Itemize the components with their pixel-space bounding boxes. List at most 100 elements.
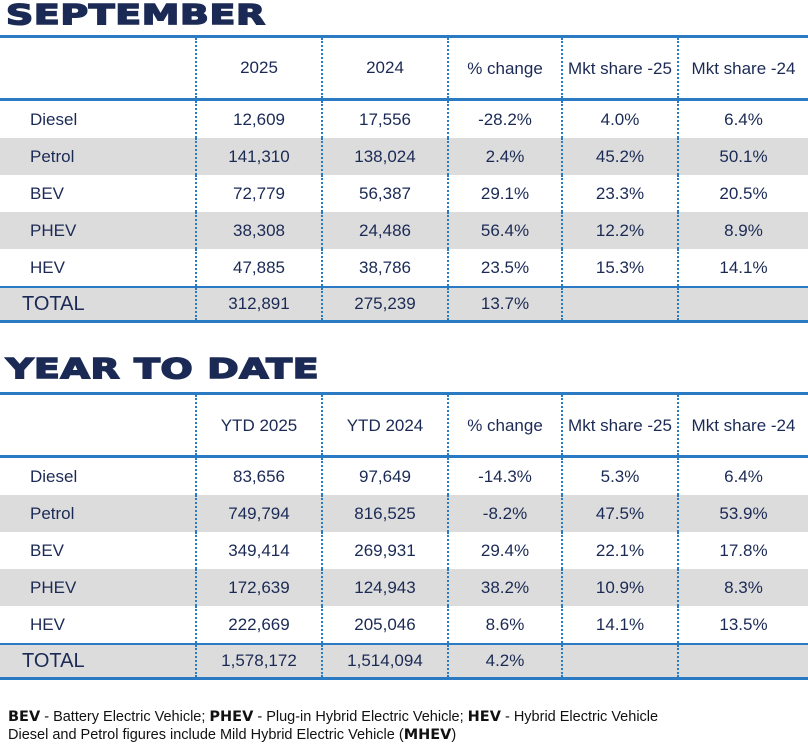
cell-value: 8.9% — [677, 212, 808, 249]
cell-value: 269,931 — [321, 532, 448, 569]
header-row: YTD 2025 YTD 2024% change Mkt share -25 Mkt… — [0, 392, 808, 458]
cell-value: 205,046 — [321, 606, 448, 644]
total-value: 1,578,172 — [195, 643, 322, 680]
total-value: 312,891 — [195, 286, 322, 323]
total-value: 13.7% — [447, 286, 562, 323]
abbreviation: HEV — [467, 709, 501, 725]
cell-value: 72,779 — [195, 175, 322, 212]
cell-value: 38,308 — [195, 212, 322, 249]
total-value — [561, 643, 678, 680]
cell-value: 4.0% — [561, 99, 678, 138]
cell-value: 47.5% — [561, 495, 678, 532]
cell-value: 14.1% — [677, 249, 808, 287]
abbreviation-meaning: - Hybrid Electric Vehicle — [500, 709, 659, 725]
cell-value: 12,609 — [195, 99, 322, 138]
row-label: HEV — [30, 257, 65, 277]
total-row: TOTAL 312,891 275,239 13.7% — [0, 286, 808, 323]
column-header — [0, 392, 196, 458]
cell-value: 14.1% — [561, 606, 678, 644]
ytd-title: YEAR TO DATE — [5, 351, 320, 386]
cell-value: 53.9% — [677, 495, 808, 532]
total-row: TOTAL 1,578,172 1,514,094 4.2% — [0, 643, 808, 680]
cell-value: 50.1% — [677, 138, 808, 175]
row-label: BEV — [30, 183, 65, 203]
cell-value: 2.4% — [447, 138, 562, 175]
cell-value: 15.3% — [561, 249, 678, 287]
footnote-mhev: Diesel and Petrol figures include Mild H… — [8, 727, 457, 743]
column-header: Mkt share -25 — [561, 392, 678, 458]
cell-value: 5.3% — [561, 456, 678, 495]
cell-value: 17,556 — [321, 99, 448, 138]
row-label: Diesel — [30, 466, 78, 486]
column-header: Mkt share -24 — [677, 392, 808, 458]
cell-value: 172,639 — [195, 569, 322, 606]
column-header: % change — [447, 35, 562, 101]
column-header: 2024 — [321, 35, 448, 101]
total-value — [677, 286, 808, 323]
cell-value: 749,794 — [195, 495, 322, 532]
cell-value: 222,669 — [195, 606, 322, 644]
column-header — [0, 35, 196, 101]
row-label: Petrol — [0, 495, 196, 532]
cell-value: -28.2% — [447, 99, 562, 138]
row-label: PHEV — [0, 569, 196, 606]
column-header: Mkt share -25 — [561, 35, 678, 101]
ytd-table: YTD 2025 YTD 2024% change Mkt share -25 Mkt… — [0, 392, 808, 680]
table-row: Diesel 83,656 97,649 -14.3% 5.3% 6.4% — [0, 456, 808, 495]
cell-value: 29.1% — [447, 175, 562, 212]
total-value: 275,239 — [321, 286, 448, 323]
cell-value: 6.4% — [677, 99, 808, 138]
cell-value: 22.1% — [561, 532, 678, 569]
table-row: Petrol 141,310 138,024 2.4% 45.2% 50.1% — [0, 138, 808, 175]
cell-value: 47,885 — [195, 249, 322, 287]
cell-value: 20.5% — [677, 175, 808, 212]
footnote-abbreviations: BEV - Battery Electric Vehicle; PHEV - P… — [8, 708, 658, 726]
footnote: BEV - Battery Electric Vehicle; PHEV - P… — [8, 708, 658, 744]
table-row: Petrol 749,794 816,525 -8.2% 47.5% 53.9% — [0, 495, 808, 532]
abbreviation: BEV — [8, 709, 41, 725]
total-value: 4.2% — [447, 643, 562, 680]
row-label: Diesel — [30, 109, 78, 129]
table-row: PHEV 172,639 124,943 38.2% 10.9% 8.3% — [0, 569, 808, 606]
table-row: HEV 222,669 205,046 8.6% 14.1% 13.5% — [0, 606, 808, 644]
cell-value: 12.2% — [561, 212, 678, 249]
cell-value: -8.2% — [447, 495, 562, 532]
table-row: Diesel 12,609 17,556 -28.2% 4.0% 6.4% — [0, 99, 808, 138]
september-title: SEPTEMBER — [5, 0, 266, 32]
cell-value: 349,414 — [195, 532, 322, 569]
cell-value: 138,024 — [321, 138, 448, 175]
column-header: YTD 2025 — [195, 392, 322, 458]
cell-value: 6.4% — [677, 456, 808, 495]
abbreviation: PHEV — [209, 709, 254, 725]
total-label: TOTAL — [0, 643, 196, 680]
cell-value: 13.5% — [677, 606, 808, 644]
column-header: % change — [447, 392, 562, 458]
total-value — [677, 643, 808, 680]
cell-value: 97,649 — [321, 456, 448, 495]
cell-value: 816,525 — [321, 495, 448, 532]
table-row: BEV 72,779 56,387 29.1% 23.3% 20.5% — [0, 175, 808, 212]
row-label: HEV — [30, 614, 65, 634]
september-table: 2025 2024% change Mkt share -25 Mkt share -… — [0, 35, 808, 323]
column-header: Mkt share -24 — [677, 35, 808, 101]
header-row: 2025 2024% change Mkt share -25 Mkt share -… — [0, 35, 808, 101]
row-label: Petrol — [0, 138, 196, 175]
cell-value: 23.3% — [561, 175, 678, 212]
cell-value: 24,486 — [321, 212, 448, 249]
cell-value: -14.3% — [447, 456, 562, 495]
cell-value: 8.3% — [677, 569, 808, 606]
cell-value: 8.6% — [447, 606, 562, 644]
row-label: BEV — [30, 540, 65, 560]
cell-value: 56,387 — [321, 175, 448, 212]
total-label: TOTAL — [0, 286, 196, 323]
table-row: HEV 47,885 38,786 23.5% 15.3% 14.1% — [0, 249, 808, 287]
cell-value: 83,656 — [195, 456, 322, 495]
cell-value: 45.2% — [561, 138, 678, 175]
total-value: 1,514,094 — [321, 643, 448, 680]
column-header: 2025 — [195, 35, 322, 101]
cell-value: 29.4% — [447, 532, 562, 569]
cell-value: 141,310 — [195, 138, 322, 175]
cell-value: 38.2% — [447, 569, 562, 606]
cell-value: 56.4% — [447, 212, 562, 249]
column-header: YTD 2024 — [321, 392, 448, 458]
